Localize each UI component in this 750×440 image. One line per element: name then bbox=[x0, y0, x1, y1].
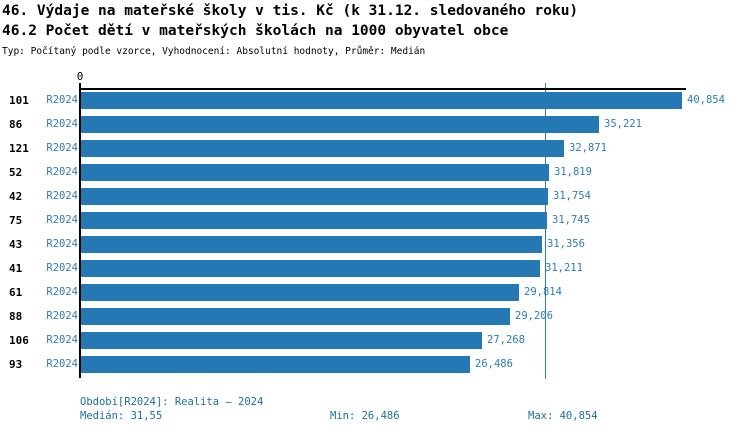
row-category-label: 86 bbox=[9, 118, 23, 131]
bar-row: 52 R2024 31,819 bbox=[0, 164, 750, 181]
row-series-label: R2024 bbox=[46, 166, 78, 178]
row-category-label: 43 bbox=[9, 238, 23, 251]
footer-min-label: Min: 26,486 bbox=[330, 410, 400, 422]
bar-value-label: 29,206 bbox=[515, 310, 553, 322]
footer-median-label: Medián: 31,55 bbox=[80, 410, 163, 422]
row-series-label: R2024 bbox=[46, 262, 78, 274]
x-axis-line bbox=[80, 88, 686, 90]
bar-value-label: 35,221 bbox=[604, 118, 642, 130]
bar-value-label: 26,486 bbox=[475, 358, 513, 370]
bar-row: 88 R2024 29,206 bbox=[0, 308, 750, 325]
bar bbox=[80, 308, 510, 325]
row-category-label: 52 bbox=[9, 166, 23, 179]
bar bbox=[80, 260, 540, 277]
bar bbox=[80, 116, 599, 133]
row-series-label: R2024 bbox=[46, 310, 78, 322]
bar-value-label: 27,268 bbox=[487, 334, 525, 346]
row-series-label: R2024 bbox=[46, 142, 78, 154]
row-series-label: R2024 bbox=[46, 94, 78, 106]
bar-row: 43 R2024 31,356 bbox=[0, 236, 750, 253]
chart-subtitle: Typ: Počítaný podle vzorce, Vyhodnocení:… bbox=[2, 46, 426, 57]
chart-title-line2: 46.2 Počet dětí v mateřských školách na … bbox=[2, 23, 509, 39]
row-series-label: R2024 bbox=[46, 190, 78, 202]
bar bbox=[80, 236, 542, 253]
bar-value-label: 31,745 bbox=[552, 214, 590, 226]
row-series-label: R2024 bbox=[46, 214, 78, 226]
bar-row: 41 R2024 31,211 bbox=[0, 260, 750, 277]
bar bbox=[80, 332, 482, 349]
row-category-label: 75 bbox=[9, 214, 23, 227]
bar-row: 75 R2024 31,745 bbox=[0, 212, 750, 229]
bar bbox=[80, 92, 682, 109]
bar-value-label: 31,754 bbox=[553, 190, 591, 202]
bar-row: 121 R2024 32,871 bbox=[0, 140, 750, 157]
bar-value-label: 31,356 bbox=[547, 238, 585, 250]
bar bbox=[80, 140, 564, 157]
row-series-label: R2024 bbox=[46, 286, 78, 298]
row-category-label: 41 bbox=[9, 262, 23, 275]
row-series-label: R2024 bbox=[46, 358, 78, 370]
bar-value-label: 32,871 bbox=[569, 142, 607, 154]
bar-row: 61 R2024 29,814 bbox=[0, 284, 750, 301]
x-axis-zero-label: 0 bbox=[76, 70, 84, 83]
row-series-label: R2024 bbox=[46, 118, 78, 130]
bar-row: 93 R2024 26,486 bbox=[0, 356, 750, 373]
row-category-label: 42 bbox=[9, 190, 23, 203]
bar-row: 42 R2024 31,754 bbox=[0, 188, 750, 205]
bar bbox=[80, 212, 547, 229]
y-axis-line bbox=[78, 83, 81, 378]
bar bbox=[80, 188, 548, 205]
row-series-label: R2024 bbox=[46, 238, 78, 250]
bar bbox=[80, 284, 519, 301]
bar bbox=[80, 356, 470, 373]
footer-max-label: Max: 40,854 bbox=[528, 410, 598, 422]
row-series-label: R2024 bbox=[46, 334, 78, 346]
bar-value-label: 31,211 bbox=[545, 262, 583, 274]
bar-value-label: 40,854 bbox=[687, 94, 725, 106]
bar-value-label: 31,819 bbox=[554, 166, 592, 178]
row-category-label: 88 bbox=[9, 310, 23, 323]
row-category-label: 93 bbox=[9, 358, 23, 371]
bar-row: 86 R2024 35,221 bbox=[0, 116, 750, 133]
row-category-label: 106 bbox=[9, 334, 29, 347]
bar-value-label: 29,814 bbox=[524, 286, 562, 298]
footer-period-label: Období[R2024]: Realita – 2024 bbox=[80, 396, 264, 408]
bar-row: 101 R2024 40,854 bbox=[0, 92, 750, 109]
bar bbox=[80, 164, 549, 181]
bar-row: 106 R2024 27,268 bbox=[0, 332, 750, 349]
median-line bbox=[544, 83, 547, 379]
row-category-label: 61 bbox=[9, 286, 23, 299]
chart-title-line1: 46. Výdaje na mateřské školy v tis. Kč (… bbox=[2, 3, 579, 19]
row-category-label: 101 bbox=[9, 94, 29, 107]
row-category-label: 121 bbox=[9, 142, 29, 155]
